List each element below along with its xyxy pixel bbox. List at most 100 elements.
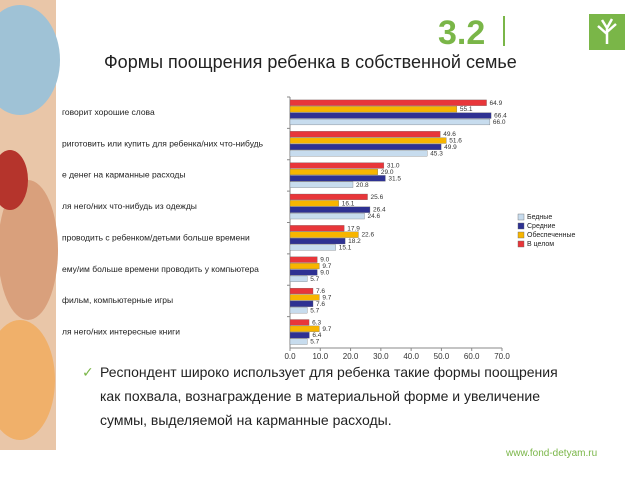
bar [289,112,492,119]
value-label: 49.9 [444,144,457,151]
x-tick-label: 50.0 [434,352,450,361]
value-label: 17.9 [347,225,360,232]
bar [289,143,442,151]
bar [289,200,339,207]
bar [289,263,320,270]
x-tick-label: 30.0 [373,352,389,361]
x-tick-label: 70.0 [494,352,510,361]
x-tick-label: 10.0 [312,352,328,361]
bar [289,137,447,144]
bar [289,244,336,251]
value-label: 7.6 [316,301,325,308]
legend-label: Обеспеченные [527,231,576,239]
slide-title: Формы поощрения ребенка в собственной се… [104,52,517,72]
bar [289,325,320,332]
value-label: 55.1 [460,106,473,113]
value-label: 6.3 [312,319,321,326]
bar [289,332,310,339]
value-label: 29.0 [381,169,394,176]
value-label: 31.5 [388,175,401,182]
y-tick-label: фильм, компьютерные игры [62,295,173,305]
bullet-marker: ✓ [82,364,94,380]
value-label: 20.8 [356,182,369,189]
y-tick-label: ля него/них что-нибудь из одежды [62,201,197,211]
bullet-text: Респондент широко использует для ребенка… [100,364,558,428]
x-tick-label: 60.0 [464,352,480,361]
bar [289,131,441,138]
photo-part [0,320,55,440]
bar [289,287,314,295]
value-label: 15.1 [339,245,352,252]
bar [289,213,365,220]
legend-label: Средние [527,223,556,230]
photo-part [0,150,28,210]
value-label: 9.7 [322,326,331,333]
bar [289,150,428,157]
bar [289,168,378,175]
bar [289,256,318,263]
y-tick-label: е денег на карманные расходы [62,170,185,180]
value-label: 9.7 [322,263,331,270]
value-label: 7.6 [316,288,325,295]
bar [289,300,314,307]
y-tick-label: говорит хорошие слова [62,107,155,117]
value-label: 16.1 [342,200,355,207]
website: www.fond-detyam.ru [506,448,598,459]
bar [289,181,354,188]
value-label: 25.6 [371,194,384,201]
bar [289,231,359,238]
value-label: 5.7 [310,307,319,314]
bar [289,225,345,232]
value-label: 26.4 [373,207,386,214]
bar [289,294,320,301]
value-label: 22.6 [361,232,374,239]
legend-label: Бедные [527,214,552,221]
value-label: 9.0 [320,257,329,264]
legend-swatch [517,240,525,248]
bar [289,106,458,113]
value-label: 66.0 [493,119,506,126]
separator [503,16,505,46]
bar [289,206,371,213]
value-label: 5.7 [310,276,319,283]
bar [289,269,318,276]
x-tick-label: 40.0 [403,352,419,361]
legend-swatch [517,222,525,230]
bar [289,175,386,182]
value-label: 49.6 [443,131,456,138]
value-label: 66.4 [494,113,507,120]
bar [289,238,346,245]
value-label: 31.0 [387,163,400,170]
value-label: 6.4 [312,332,321,339]
y-tick-label: ля него/них интересные книги [62,327,180,337]
photo-part [0,180,58,320]
bar [289,319,310,326]
legend-label: В целом [527,241,554,248]
value-label: 18.2 [348,238,361,245]
value-label: 9.0 [320,269,329,276]
bar [289,193,368,200]
slide-number: 3.2 [438,14,486,52]
y-tick-label: риготовить или купить для ребенка/них чт… [62,138,264,148]
y-tick-label: ему/им больше времени проводить у компью… [62,264,259,274]
legend-swatch [517,231,525,239]
photo-part [0,5,60,115]
value-label: 9.7 [322,294,331,301]
legend-swatch [517,213,525,221]
x-tick-label: 0.0 [284,352,296,361]
value-label: 24.6 [368,213,381,220]
bar [289,99,487,106]
value-label: 64.9 [490,100,503,107]
logo-tree [597,18,617,44]
y-tick-label: проводить с ребенком/детьми больше време… [62,232,250,242]
bar [289,118,491,126]
value-label: 45.3 [430,150,443,157]
x-tick-label: 20.0 [343,352,359,361]
bar [289,275,308,282]
bar [289,162,385,169]
bar [289,338,308,345]
value-label: 5.7 [310,339,319,346]
value-label: 51.6 [449,138,462,145]
